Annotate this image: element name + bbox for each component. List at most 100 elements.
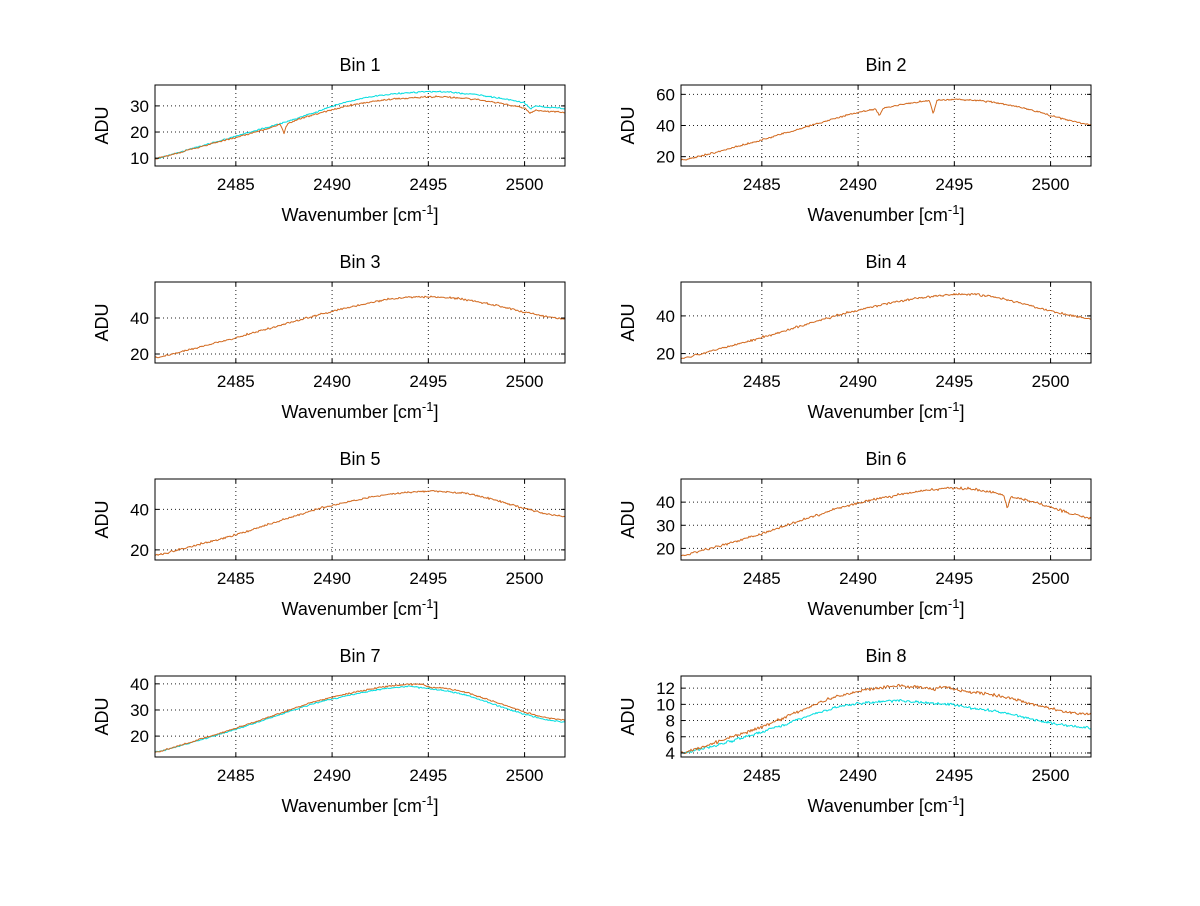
y-tick-label: 40: [130, 675, 149, 694]
x-axis-label-prefix: Wavenumber [cm: [282, 205, 422, 225]
x-axis-label-suffix: ]: [433, 205, 438, 225]
y-tick-label: 40: [130, 500, 149, 519]
x-axis-label-prefix: Wavenumber [cm: [282, 402, 422, 422]
x-axis-label-prefix: Wavenumber [cm: [808, 205, 948, 225]
y-tick-label: 20: [130, 123, 149, 142]
axis-box: [680, 281, 1092, 364]
y-tick-label: 20: [656, 345, 675, 364]
y-tick-label: 30: [130, 701, 149, 720]
y-tick-label: 40: [656, 493, 675, 512]
axis-box: [154, 478, 566, 561]
x-axis-label-superscript: -1: [948, 399, 960, 414]
axis-box: [680, 675, 1092, 758]
series-line-orange: [154, 490, 566, 556]
x-tick-label: 2490: [313, 766, 351, 785]
x-axis-label-prefix: Wavenumber [cm: [808, 796, 948, 816]
series-line-cyan: [681, 699, 1092, 754]
series-line-cyan: [154, 685, 566, 753]
x-axis-label-superscript: -1: [422, 202, 434, 217]
x-tick-label: 2490: [839, 569, 877, 588]
x-axis-label-suffix: ]: [433, 402, 438, 422]
chart-title: Bin 3: [339, 252, 380, 272]
x-tick-label: 2495: [935, 372, 973, 391]
x-tick-label: 2500: [506, 569, 544, 588]
y-tick-label: 60: [656, 85, 675, 104]
x-axis-label: Wavenumber [cm-1]: [282, 596, 439, 619]
x-tick-label: 2485: [217, 569, 255, 588]
x-tick-label: 2495: [409, 372, 447, 391]
x-tick-label: 2490: [313, 372, 351, 391]
x-axis-label-superscript: -1: [948, 793, 960, 808]
x-axis-label-suffix: ]: [433, 796, 438, 816]
x-tick-label: 2500: [506, 175, 544, 194]
y-tick-label: 30: [130, 97, 149, 116]
y-tick-label: 40: [656, 307, 675, 326]
axis-box: [154, 281, 566, 364]
x-axis-label-superscript: -1: [422, 399, 434, 414]
series-line-orange: [154, 295, 566, 359]
y-axis-label: ADU: [618, 697, 638, 735]
x-tick-label: 2490: [313, 175, 351, 194]
x-axis-label-prefix: Wavenumber [cm: [282, 796, 422, 816]
x-tick-label: 2485: [743, 175, 781, 194]
chart-title: Bin 7: [339, 646, 380, 666]
x-tick-label: 2490: [839, 372, 877, 391]
x-axis-label: Wavenumber [cm-1]: [282, 399, 439, 422]
y-tick-label: 20: [130, 727, 149, 746]
x-tick-label: 2485: [743, 372, 781, 391]
chart-title: Bin 1: [339, 55, 380, 75]
y-tick-label: 10: [656, 695, 675, 714]
x-tick-label: 2500: [1032, 766, 1070, 785]
x-axis-label-superscript: -1: [422, 793, 434, 808]
axis-box: [680, 478, 1092, 561]
x-tick-label: 2495: [409, 175, 447, 194]
y-axis-label: ADU: [92, 106, 112, 144]
x-axis-label-prefix: Wavenumber [cm: [282, 599, 422, 619]
y-tick-label: 8: [666, 712, 675, 731]
x-tick-label: 2500: [1032, 372, 1070, 391]
y-tick-label: 12: [656, 679, 675, 698]
chart-title: Bin 4: [865, 252, 906, 272]
x-tick-label: 2485: [743, 766, 781, 785]
y-tick-label: 20: [130, 345, 149, 364]
subplot-bin-3: 2485 2490 2495 2500 20 40 Bin 3 ADU Wavenumber […: [92, 252, 566, 422]
axis-box: [154, 675, 566, 758]
x-tick-label: 2495: [935, 569, 973, 588]
x-tick-label: 2485: [217, 175, 255, 194]
y-axis-label: ADU: [618, 303, 638, 341]
y-tick-label: 20: [130, 541, 149, 560]
y-axis-label: ADU: [618, 106, 638, 144]
x-axis-label-suffix: ]: [959, 796, 964, 816]
y-axis-label: ADU: [92, 697, 112, 735]
x-tick-label: 2500: [506, 766, 544, 785]
series-line-cyan: [154, 90, 566, 159]
y-axis-label: ADU: [92, 303, 112, 341]
x-axis-label-suffix: ]: [959, 205, 964, 225]
chart-title: Bin 5: [339, 449, 380, 469]
series-line-orange: [680, 683, 1092, 754]
subplot-bin-6: 2485 2490 2495 2500 20 30 40 Bin 6 ADU Wavenumber…: [618, 449, 1092, 619]
x-tick-label: 2500: [506, 372, 544, 391]
x-axis-label: Wavenumber [cm-1]: [282, 202, 439, 225]
x-axis-label-suffix: ]: [433, 599, 438, 619]
series-line-orange: [154, 683, 566, 753]
subplot-bin-2: 2485 2490 2495 2500 20 40 60 Bin 2 ADU Wavenumber…: [618, 55, 1092, 225]
x-axis-label-prefix: Wavenumber [cm: [808, 599, 948, 619]
y-tick-label: 6: [666, 728, 675, 747]
x-tick-label: 2485: [217, 372, 255, 391]
axis-box: [154, 84, 566, 167]
subplot-bin-7: 2485 2490 2495 2500 20 30 40 Bin 7 ADU Wavenumber…: [92, 646, 566, 816]
x-tick-label: 2490: [839, 766, 877, 785]
x-tick-label: 2490: [313, 569, 351, 588]
y-axis-label: ADU: [92, 500, 112, 538]
x-axis-label: Wavenumber [cm-1]: [808, 793, 965, 816]
chart-title: Bin 8: [865, 646, 906, 666]
x-tick-label: 2490: [839, 175, 877, 194]
x-axis-label-suffix: ]: [959, 599, 964, 619]
series-line-orange: [680, 98, 1092, 161]
series-line-orange: [680, 486, 1092, 557]
y-axis-label: ADU: [618, 500, 638, 538]
x-axis-label-superscript: -1: [948, 202, 960, 217]
